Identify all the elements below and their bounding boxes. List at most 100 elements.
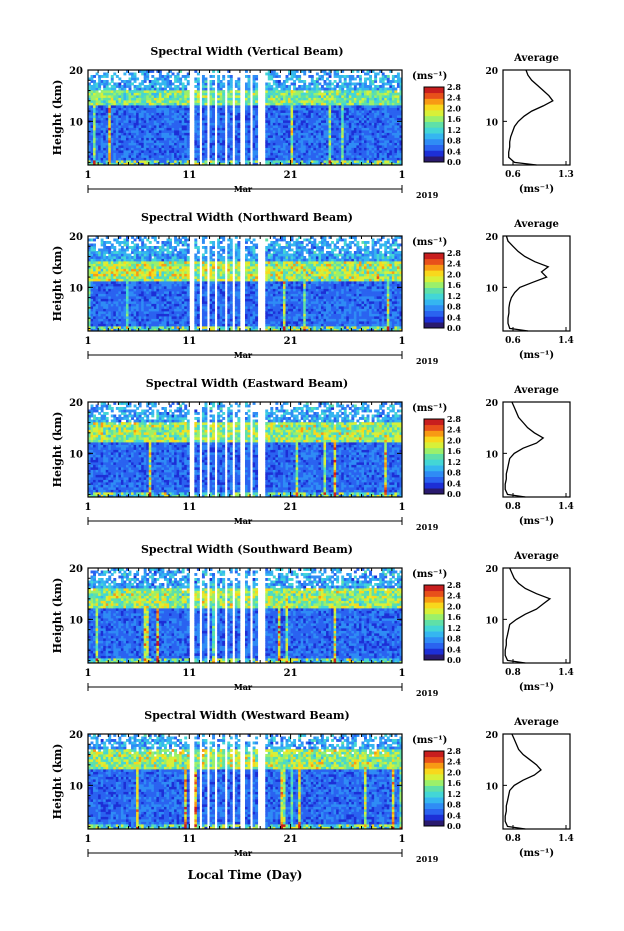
- heatmap-cell: [272, 155, 276, 158]
- heatmap-cell: [100, 283, 104, 287]
- heatmap-cell: [110, 145, 114, 148]
- heatmap-cell: [118, 243, 122, 247]
- heatmap-cell: [389, 95, 393, 98]
- heatmap-cell: [293, 115, 297, 118]
- heatmap-cell: [146, 87, 150, 91]
- heatmap-cell: [143, 112, 147, 116]
- heatmap-cell: [326, 130, 329, 133]
- heatmap-cell: [222, 122, 226, 126]
- heatmap-cell: [369, 90, 373, 93]
- heatmap-cell: [138, 112, 142, 116]
- heatmap-cell: [105, 303, 109, 307]
- heatmap-cell: [108, 298, 112, 302]
- heatmap-cell: [305, 150, 309, 153]
- heatmap-cell: [98, 266, 102, 269]
- heatmap-cell: [146, 256, 150, 259]
- heatmap-cell: [108, 117, 112, 121]
- heatmap-cell: [369, 137, 373, 141]
- heatmap-cell: [120, 155, 124, 158]
- heatmap-cell: [227, 125, 231, 128]
- heatmap-cell: [133, 127, 137, 131]
- heatmap-cell: [303, 147, 307, 151]
- heatmap-cell: [341, 117, 345, 121]
- heatmap-cell: [300, 152, 304, 156]
- heatmap-cell: [391, 125, 395, 128]
- heatmap-cell: [184, 130, 188, 133]
- heatmap-cell: [118, 145, 122, 148]
- heatmap-cell: [113, 97, 117, 101]
- heatmap-cell: [348, 90, 352, 93]
- heatmap-cell: [272, 127, 276, 131]
- heatmap-cell: [108, 296, 112, 299]
- heatmap-cell: [113, 281, 117, 284]
- heatmap-cell: [237, 162, 241, 166]
- heatmap-cell: [125, 281, 129, 284]
- heatmap-cell: [163, 102, 167, 106]
- heatmap-cell: [343, 82, 347, 86]
- heatmap-cell: [98, 316, 102, 319]
- heatmap-cell: [343, 140, 347, 143]
- heatmap-cell: [105, 137, 109, 141]
- heatmap-cell: [131, 140, 134, 143]
- heatmap-cell: [110, 150, 114, 153]
- heatmap-cell: [123, 286, 127, 289]
- heatmap-cell: [156, 328, 160, 332]
- heatmap-cell: [103, 80, 107, 83]
- heatmap-cell: [123, 313, 127, 317]
- heatmap-cell: [298, 137, 302, 141]
- heatmap-cell: [371, 125, 375, 128]
- heatmap-cell: [201, 100, 205, 103]
- heatmap-cell: [128, 296, 132, 299]
- heatmap-cell: [194, 70, 198, 73]
- heatmap-cell: [143, 130, 147, 133]
- heatmap-cell: [295, 112, 299, 116]
- heatmap-cell: [298, 95, 302, 98]
- heatmap-cell: [366, 85, 370, 88]
- heatmap-cell: [143, 251, 147, 254]
- heatmap-cell: [156, 256, 160, 259]
- heatmap-cell: [88, 283, 91, 287]
- heatmap-cell: [323, 122, 327, 126]
- heatmap-cell: [219, 100, 223, 103]
- heatmap-cell: [336, 115, 340, 118]
- heatmap-cell: [234, 160, 238, 163]
- heatmap-cell: [290, 125, 294, 128]
- heatmap-cell: [280, 160, 284, 163]
- heatmap-cell: [110, 326, 114, 329]
- heatmap-cell: [280, 115, 284, 118]
- heatmap-cell: [252, 112, 256, 116]
- heatmap-cell: [166, 125, 170, 128]
- heatmap-cell: [219, 137, 223, 141]
- heatmap-cell: [343, 85, 347, 88]
- heatmap-cell: [156, 112, 160, 116]
- heatmap-cell: [315, 105, 319, 108]
- heatmap-cell: [174, 140, 178, 143]
- heatmap-cell: [179, 77, 183, 81]
- heatmap-cell: [288, 117, 291, 121]
- heatmap-cell: [366, 150, 370, 153]
- heatmap-cell: [143, 303, 147, 307]
- heatmap-cell: [389, 140, 393, 143]
- heatmap-cell: [300, 117, 304, 121]
- heatmap-cell: [93, 90, 96, 93]
- heatmap-cell: [196, 122, 200, 126]
- heatmap-cell: [326, 122, 329, 126]
- heatmap-cell: [93, 313, 96, 317]
- heatmap-cell: [227, 155, 231, 158]
- heatmap-cell: [123, 238, 127, 242]
- heatmap-cell: [298, 100, 302, 103]
- heatmap-cell: [196, 80, 200, 83]
- heatmap-cell: [103, 72, 107, 76]
- heatmap-cell: [384, 77, 388, 81]
- heatmap-cell: [237, 102, 241, 106]
- heatmap-cell: [298, 105, 302, 108]
- heatmap-cell: [371, 97, 375, 101]
- heatmap-cell: [88, 100, 91, 103]
- heatmap-cell: [131, 293, 134, 297]
- heatmap-cell: [125, 135, 129, 138]
- heatmap-cell: [176, 140, 180, 143]
- heatmap-cell: [229, 105, 233, 108]
- heatmap-cell: [108, 110, 112, 113]
- heatmap-cell: [237, 110, 241, 113]
- heatmap-cell: [118, 296, 122, 299]
